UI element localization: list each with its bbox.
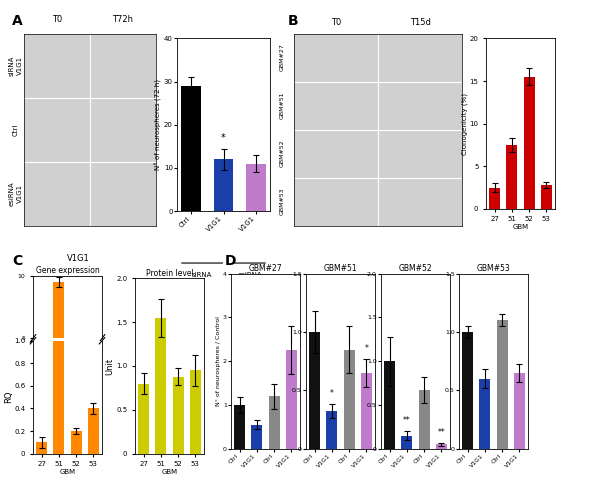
Bar: [251, 425, 262, 449]
Bar: [234, 405, 245, 449]
Text: siRNA: siRNA: [192, 272, 212, 277]
Y-axis label: Unit: Unit: [106, 358, 115, 374]
Bar: [479, 379, 490, 449]
Text: T0: T0: [331, 18, 341, 27]
Bar: [214, 159, 233, 211]
Bar: [36, 443, 47, 454]
Bar: [419, 390, 430, 449]
Text: **: **: [437, 428, 445, 436]
Bar: [384, 361, 395, 449]
Text: C: C: [12, 254, 22, 268]
Title: GBM#27: GBM#27: [248, 264, 283, 273]
Bar: [401, 436, 412, 449]
Title: GBM#52: GBM#52: [398, 264, 433, 273]
Bar: [53, 341, 64, 454]
Bar: [541, 185, 552, 209]
Text: T72h: T72h: [113, 15, 133, 24]
Text: **: **: [403, 416, 411, 425]
Bar: [246, 164, 266, 211]
Bar: [436, 444, 447, 449]
Bar: [155, 318, 166, 454]
Title: GBM#53: GBM#53: [476, 264, 511, 273]
Bar: [173, 376, 184, 454]
Text: *: *: [364, 344, 368, 353]
Text: V1G1: V1G1: [17, 184, 23, 203]
Text: A: A: [12, 14, 23, 28]
Bar: [462, 332, 473, 449]
Bar: [181, 86, 201, 211]
Title: Protein level: Protein level: [146, 269, 193, 277]
X-axis label: GBM: GBM: [512, 224, 529, 230]
Title: GBM#51: GBM#51: [323, 264, 358, 273]
Text: T0: T0: [52, 15, 62, 24]
Bar: [309, 332, 320, 449]
Bar: [361, 373, 372, 449]
Y-axis label: RQ: RQ: [4, 391, 13, 404]
Bar: [326, 411, 337, 449]
Y-axis label: N° of neurospheres (72 h): N° of neurospheres (72 h): [155, 79, 163, 170]
Text: V1G1: V1G1: [17, 56, 23, 75]
Text: *: *: [330, 389, 334, 398]
Bar: [506, 145, 517, 209]
Bar: [71, 431, 82, 454]
Bar: [497, 320, 508, 449]
Bar: [489, 188, 500, 209]
Text: *: *: [221, 133, 226, 144]
Text: GBM#51: GBM#51: [280, 92, 285, 120]
Bar: [88, 408, 99, 454]
Text: Ctrl: Ctrl: [13, 123, 19, 136]
Text: siRNA: siRNA: [9, 55, 15, 76]
X-axis label: GBM: GBM: [161, 468, 178, 475]
Bar: [286, 350, 297, 449]
Bar: [524, 77, 535, 209]
Text: esiRNA: esiRNA: [237, 272, 262, 277]
Text: GBM#52: GBM#52: [280, 140, 285, 168]
Text: V1G1: V1G1: [67, 254, 89, 264]
X-axis label: GBM: GBM: [59, 468, 76, 475]
Y-axis label: Clonogenicity (%): Clonogenicity (%): [461, 93, 468, 155]
Text: B: B: [288, 14, 299, 28]
Bar: [269, 396, 280, 449]
Title: Gene expression: Gene expression: [35, 266, 100, 275]
Bar: [344, 349, 355, 449]
Bar: [190, 371, 201, 454]
Y-axis label: N° of neurospheres / Control: N° of neurospheres / Control: [217, 316, 221, 406]
Text: D: D: [225, 254, 236, 268]
Text: esiRNA: esiRNA: [9, 181, 15, 206]
Bar: [53, 282, 64, 401]
Text: T15d: T15d: [410, 18, 430, 27]
Text: GBM#27: GBM#27: [280, 44, 285, 72]
Bar: [138, 384, 149, 454]
Text: GBM#53: GBM#53: [280, 188, 285, 216]
Bar: [514, 373, 525, 449]
